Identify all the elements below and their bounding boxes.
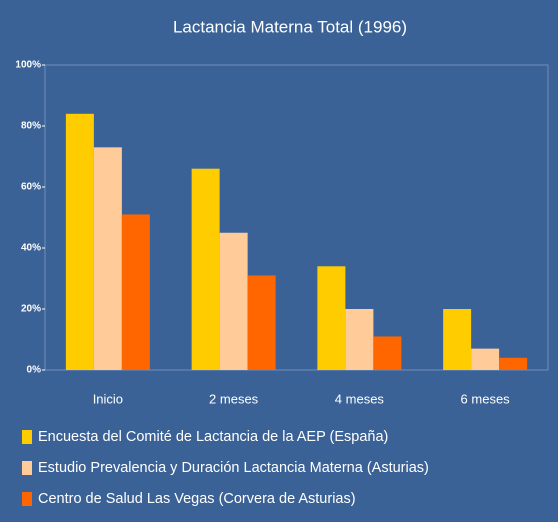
y-tick-label: 20% <box>21 304 41 315</box>
y-tick-label: 100% <box>15 60 41 71</box>
bar <box>471 348 500 370</box>
bar <box>373 336 402 370</box>
bar <box>93 147 122 370</box>
x-tick-label: 4 meses <box>335 391 385 406</box>
x-tick-label: Inicio <box>93 391 123 406</box>
y-tick-label: 0% <box>27 365 42 376</box>
bar <box>191 168 220 370</box>
bar <box>121 214 150 370</box>
legend-label: Estudio Prevalencia y Duración Lactancia… <box>38 460 429 476</box>
y-tick-label: 60% <box>21 182 41 193</box>
y-tick-label: 40% <box>21 243 41 254</box>
legend-label: Centro de Salud Las Vegas (Corvera de As… <box>38 491 356 507</box>
x-tick-label: 6 meses <box>461 391 511 406</box>
legend-swatch <box>22 492 32 506</box>
bar <box>499 357 528 370</box>
legend-swatch <box>22 430 32 444</box>
y-tick-label: 80% <box>21 121 41 132</box>
bar <box>65 113 94 371</box>
legend-swatch <box>22 461 32 475</box>
x-tick-label: 2 meses <box>209 391 259 406</box>
chart-title: Lactancia Materna Total (1996) <box>173 17 407 36</box>
bar <box>317 266 346 370</box>
bar <box>443 309 472 370</box>
bar <box>219 232 248 370</box>
legend-label: Encuesta del Comité de Lactancia de la A… <box>38 429 388 445</box>
bar <box>247 275 276 370</box>
plot-area <box>44 64 549 371</box>
bar <box>345 309 374 370</box>
